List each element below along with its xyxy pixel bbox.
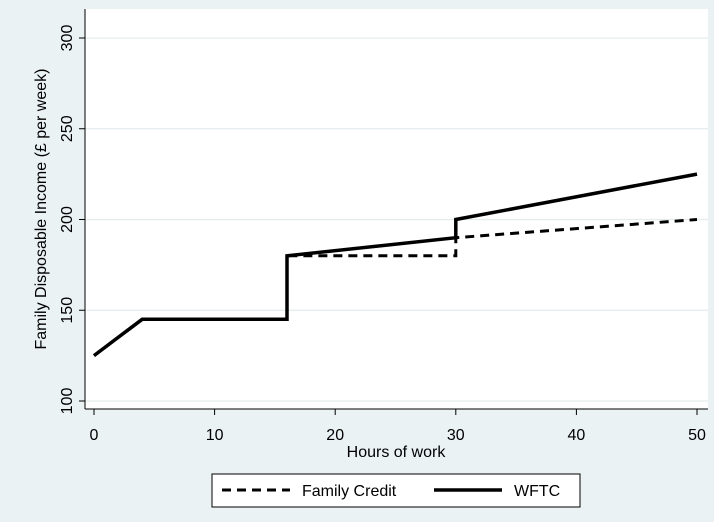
x-tick-label: 20 [326,427,344,444]
legend-label-family-credit: Family Credit [302,483,397,500]
y-tick-label: 100 [59,388,76,415]
y-tick-label: 300 [59,25,76,52]
legend: Family Credit WFTC [211,473,581,508]
x-tick-label: 10 [206,427,224,444]
y-tick-label: 200 [59,206,76,233]
series-lines [92,172,698,357]
y-axis-ticks: 100 150 200 250 300 [59,25,85,415]
x-axis-label: Hours of work [347,444,447,461]
x-tick-label: 50 [688,427,706,444]
x-axis-ticks: 0 10 20 30 40 50 [90,409,706,444]
legend-label-wftc: WFTC [514,483,560,500]
y-axis-label: Family Disposable Income (£ per week) [33,69,50,350]
y-tick-label: 150 [59,297,76,324]
x-tick-label: 30 [447,427,465,444]
x-tick-label: 40 [568,427,586,444]
plot-area [85,9,708,409]
y-tick-label: 250 [59,115,76,142]
grid-lines [85,37,708,402]
x-tick-label: 0 [90,427,99,444]
series-line-wftc [92,172,698,357]
